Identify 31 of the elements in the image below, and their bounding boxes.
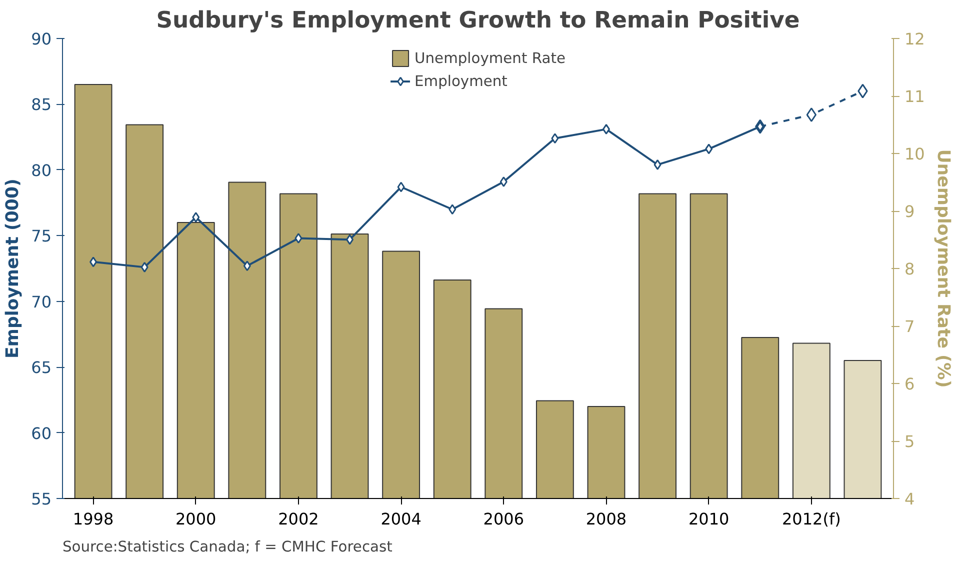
- x-tick-label: 2006: [483, 510, 524, 528]
- y2-tick-label: 8: [904, 260, 915, 278]
- legend-label: Employment: [414, 72, 508, 90]
- y2-tick-label: 5: [904, 432, 915, 451]
- y-tick-label: 75: [31, 226, 52, 246]
- legend-label: Unemployment Rate: [414, 50, 566, 66]
- x-tick-label: 2004: [380, 510, 422, 528]
- y2-tick-label: 9: [904, 202, 915, 221]
- y2-tick-label: 11: [904, 87, 925, 106]
- x-tick-label: 1998: [72, 510, 114, 528]
- y-tick-label: 65: [31, 358, 52, 378]
- chart-title: Sudbury's Employment Growth to Remain Positive: [156, 8, 800, 34]
- y-tick-label: 80: [31, 160, 52, 180]
- y2-tick-label: 12: [904, 30, 925, 48]
- source-note: Source:Statistics Canada; f = CMHC Forecast: [62, 538, 393, 556]
- y2-tick-label: 4: [904, 490, 915, 508]
- y2-tick-label: 6: [904, 374, 915, 394]
- y-tick-label: 70: [31, 292, 52, 312]
- x-tick-label: 2012(f): [782, 510, 841, 528]
- y-axis-title: Employment (000): [3, 178, 24, 358]
- y-tick-label: 60: [31, 424, 52, 443]
- y-tick-label: 85: [31, 95, 52, 114]
- x-tick-label: 2010: [688, 510, 730, 528]
- y2-tick-label: 10: [904, 144, 925, 164]
- x-tick-label: 2002: [278, 510, 319, 528]
- y2-axis-title: Unemployment Rate (%): [932, 149, 953, 388]
- y-tick-label: 90: [31, 30, 52, 48]
- x-tick-label: 2000: [176, 510, 216, 528]
- x-tick-label: 2008: [586, 510, 627, 528]
- y-tick-label: 55: [31, 490, 52, 508]
- y2-tick-label: 7: [904, 317, 915, 336]
